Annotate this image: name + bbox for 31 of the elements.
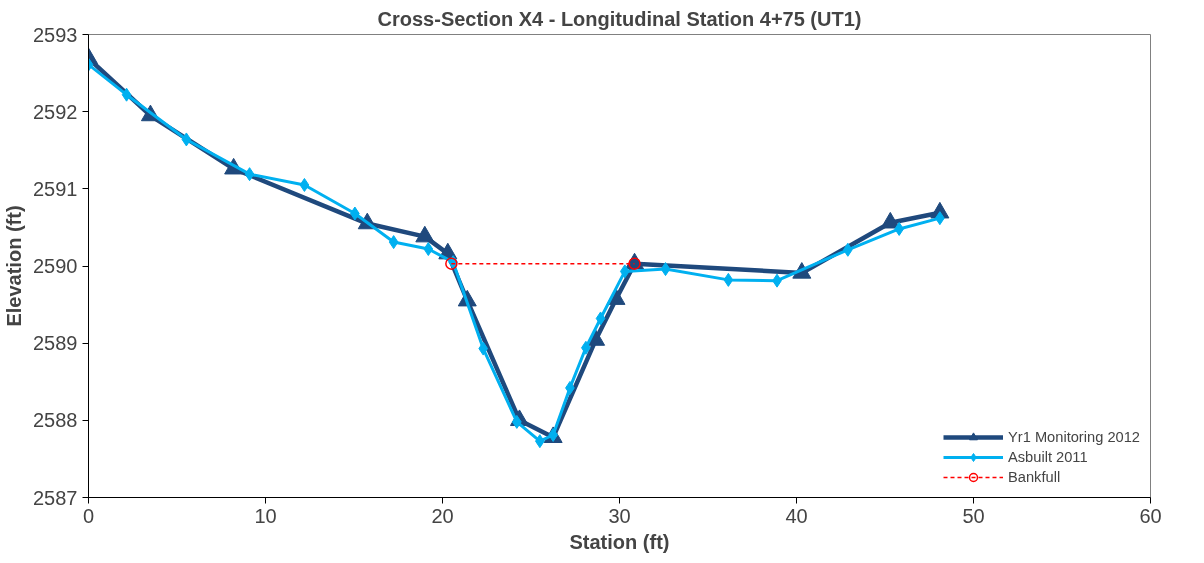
y-tick-label: 2593 (33, 23, 78, 46)
point (244, 167, 255, 182)
y-tick-label: 2588 (33, 409, 78, 432)
legend-label: Bankfull (1008, 469, 1061, 485)
x-tick-label: 10 (254, 504, 277, 527)
y-tick-label: 2590 (33, 255, 78, 277)
point (388, 235, 399, 250)
point (423, 242, 434, 257)
y-tick-label: 2589 (33, 332, 78, 355)
x-tick-label: 40 (785, 504, 808, 527)
point (299, 177, 310, 192)
y-tick-label: 2591 (33, 177, 78, 200)
y-tick-label: 2592 (33, 100, 78, 123)
point (595, 311, 606, 326)
chart-title: Cross-Section X4 - Longitudinal Station 4+75 (UT1) (377, 7, 862, 30)
point (723, 272, 734, 287)
x-axis-title: Station (ft) (569, 530, 670, 553)
legend-label: Asbuilt 2011 (1008, 449, 1088, 465)
legend-label: Yr1 Monitoring 2012 (1008, 429, 1140, 445)
x-tick-label: 20 (431, 504, 454, 527)
x-tick-label: 60 (1139, 504, 1162, 527)
y-axis-title: Elevation (ft) (3, 205, 26, 327)
point (478, 341, 489, 356)
y-tick-label: 2587 (33, 486, 78, 509)
point (619, 264, 630, 279)
point (181, 132, 192, 147)
x-tick-label: 0 (82, 504, 95, 527)
point (121, 87, 132, 102)
point (660, 262, 671, 277)
x-tick-label: 50 (962, 504, 985, 527)
x-tick-label: 30 (608, 504, 631, 527)
